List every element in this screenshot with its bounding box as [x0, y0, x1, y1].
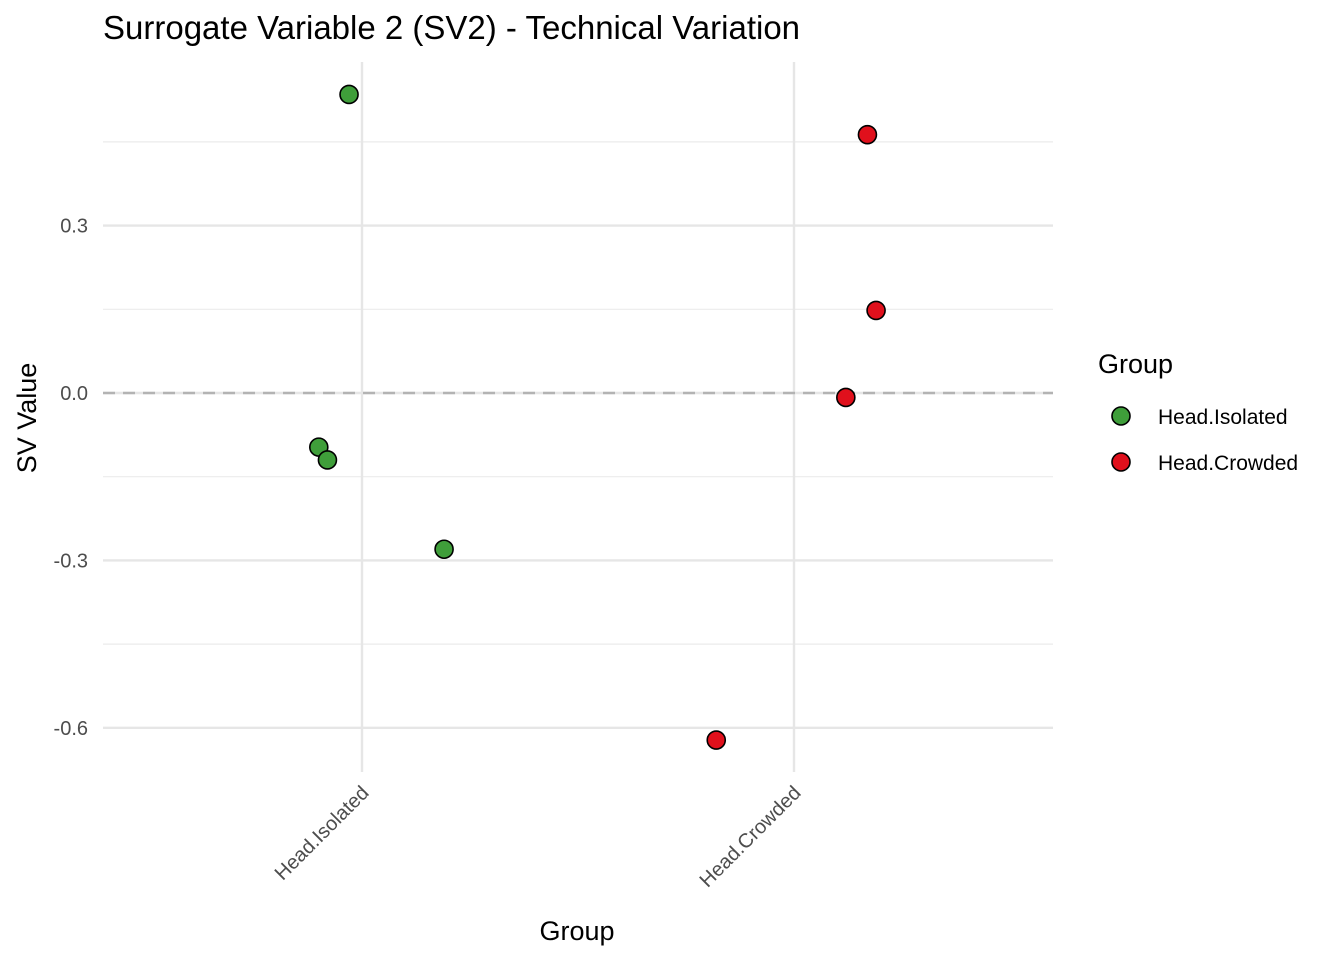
x-tick-labels: Head.Isolated Head.Crowded	[271, 782, 806, 892]
legend-label: Head.Isolated	[1158, 406, 1288, 429]
grid-major	[103, 62, 1053, 772]
data-points	[308, 84, 886, 750]
y-tick-labels: -0.6 -0.3 0.0 0.3	[54, 216, 88, 740]
y-tick-label: -0.6	[54, 718, 88, 740]
data-point-head-crowded	[857, 124, 878, 145]
grid-minor	[103, 141, 1053, 645]
y-axis-title: SV Value	[12, 363, 42, 474]
legend-key-head-crowded	[1111, 452, 1131, 472]
data-point-head-crowded	[836, 387, 856, 408]
legend: Group Head.Isolated Head.Crowded	[1098, 349, 1298, 475]
data-point-head-isolated	[317, 450, 338, 470]
y-tick-label: 0.3	[60, 216, 88, 238]
data-point-head-isolated	[339, 84, 359, 105]
legend-key-head-isolated	[1111, 406, 1131, 426]
data-point-head-isolated	[434, 539, 454, 560]
y-tick-label: -0.3	[54, 550, 88, 572]
y-tick-label: 0.0	[60, 383, 88, 405]
data-point-head-crowded	[866, 300, 886, 321]
legend-title: Group	[1098, 349, 1173, 379]
x-tick-label: Head.Crowded	[696, 782, 806, 892]
x-tick-label: Head.Isolated	[271, 782, 374, 885]
legend-label: Head.Crowded	[1158, 452, 1298, 475]
x-axis-title: Group	[539, 916, 614, 946]
data-point-head-crowded	[706, 730, 727, 750]
chart-title: Surrogate Variable 2 (SV2) - Technical V…	[103, 9, 800, 46]
